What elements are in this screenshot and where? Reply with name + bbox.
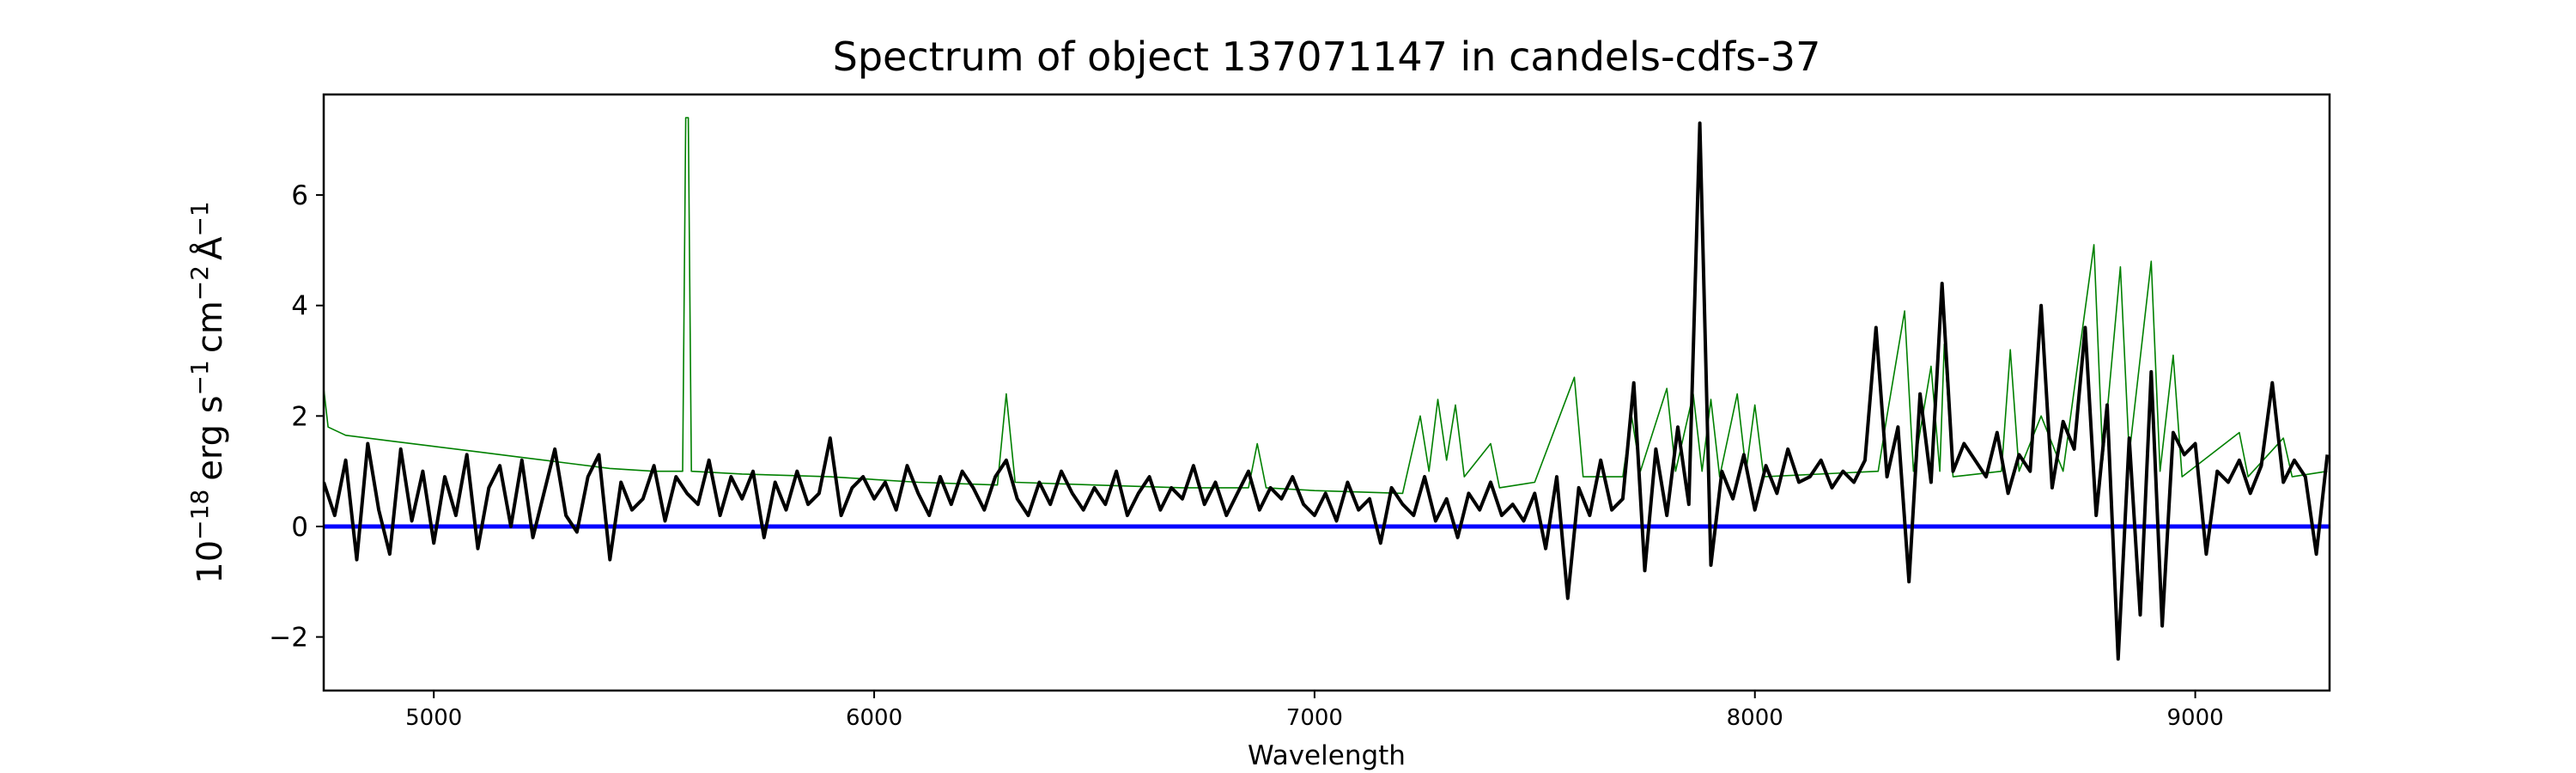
x-tick-label: 9000 (2166, 705, 2223, 731)
y-axis: −2 0 2 4 6 (269, 180, 324, 654)
chart-title: Spectrum of object 137071147 in candels-… (833, 33, 1821, 80)
x-axis-label: Wavelength (1248, 740, 1406, 771)
plot-area (324, 117, 2330, 661)
x-tick-label: 6000 (846, 705, 902, 731)
flux-line (324, 121, 2330, 661)
y-tick-label: −2 (269, 623, 308, 654)
y-tick-label: 0 (291, 512, 308, 543)
axes-frame (322, 93, 2331, 692)
y-tick-label: 2 (291, 401, 308, 432)
x-axis: 5000 6000 7000 8000 9000 (405, 691, 2224, 731)
x-tick-label: 5000 (405, 705, 462, 731)
x-tick-label: 8000 (1727, 705, 1783, 731)
x-tick-label: 7000 (1286, 705, 1343, 731)
y-tick-label: 4 (291, 291, 308, 322)
y-axis-label: 10−18erg s−1cm−2Å−1 (185, 201, 230, 583)
y-tick-label: 6 (291, 180, 308, 211)
sky-error-line (324, 117, 2328, 495)
